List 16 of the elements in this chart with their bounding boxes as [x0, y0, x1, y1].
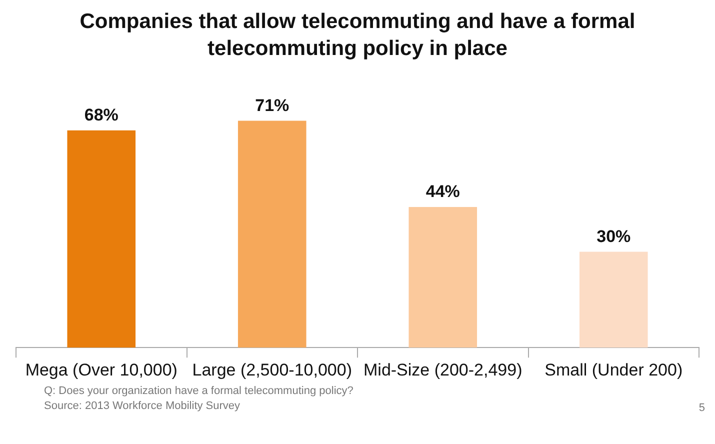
data-label: 30%	[596, 226, 631, 246]
bar	[238, 120, 306, 348]
source-note: Source: 2013 Workforce Mobility Survey	[44, 400, 240, 412]
bar	[67, 130, 136, 348]
x-tick-label: Mega (Over 10,000)	[25, 360, 178, 380]
data-label: 44%	[426, 182, 460, 202]
text: 5	[698, 402, 705, 414]
data-label: 71%	[255, 96, 290, 115]
chart-title: Companies that allow telecommuting and have a formal telecommuting policy in place	[78, 9, 636, 62]
x-tick-label: Mid-Size (200-2,499)	[364, 360, 522, 380]
x-tick-label: Large (2,500-10,000)	[192, 360, 352, 380]
text: Q: Does your organization have a formal telecommuting policy?	[44, 384, 354, 399]
bar	[408, 207, 478, 348]
bar	[579, 252, 648, 348]
x-tick-label: Small (Under 200)	[544, 360, 683, 380]
data-label: 68%	[84, 106, 118, 125]
